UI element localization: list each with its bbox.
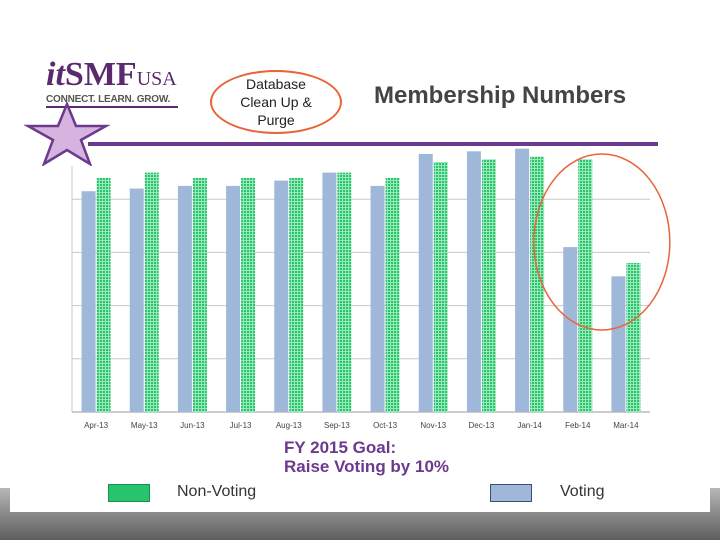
x-tick-label: Aug-13 xyxy=(276,421,302,430)
bar-voting xyxy=(226,185,241,412)
x-tick-label: Dec-13 xyxy=(469,421,495,430)
bar-non-voting xyxy=(192,177,207,412)
x-tick-label: Nov-13 xyxy=(420,421,446,430)
bar-voting xyxy=(370,185,385,412)
x-tick-label: Feb-14 xyxy=(565,421,591,430)
bar-non-voting xyxy=(433,161,448,412)
bar-non-voting xyxy=(144,172,159,412)
star-icon xyxy=(24,102,110,166)
title-underline xyxy=(88,142,658,146)
bar-voting xyxy=(322,172,337,412)
bar-non-voting xyxy=(241,177,256,412)
bar-voting xyxy=(466,151,481,412)
bar-non-voting xyxy=(530,156,545,412)
x-tick-label: Jan-14 xyxy=(517,421,542,430)
x-tick-label: Sep-13 xyxy=(324,421,350,430)
x-tick-label: May-13 xyxy=(131,421,158,430)
logo-brand-usa: USA xyxy=(136,68,177,90)
bar-non-voting xyxy=(626,263,641,412)
logo-brand: itSMFUSA xyxy=(46,58,177,92)
bar-non-voting xyxy=(337,172,352,412)
database-cleanup-callout: Database Clean Up & Purge xyxy=(210,70,342,134)
legend-label-voting: Voting xyxy=(560,483,605,500)
logo-underline xyxy=(46,106,178,108)
callout-text: Database Clean Up & Purge xyxy=(240,76,312,128)
bar-non-voting xyxy=(96,177,111,412)
logo-brand-smf: SMF xyxy=(64,56,137,93)
bar-voting xyxy=(418,153,433,413)
x-tick-label: Jun-13 xyxy=(180,421,205,430)
legend-swatch-non-voting xyxy=(108,484,150,502)
goal-line-1: FY 2015 Goal: xyxy=(284,438,397,457)
itsmf-logo: itSMFUSA CONNECT. LEARN. GROW. xyxy=(46,58,196,108)
bar-voting xyxy=(129,188,144,412)
highlight-ellipse xyxy=(533,153,671,331)
x-tick-label: Jul-13 xyxy=(230,421,252,430)
logo-tagline: CONNECT. LEARN. GROW. xyxy=(46,94,171,105)
bar-voting xyxy=(81,191,96,412)
bar-voting xyxy=(274,180,289,412)
x-tick-label: Oct-13 xyxy=(373,421,398,430)
x-tick-label: Mar-14 xyxy=(613,421,639,430)
bar-voting xyxy=(611,276,626,412)
bar-non-voting xyxy=(481,159,496,412)
legend-swatch-voting xyxy=(490,484,532,502)
bar-voting xyxy=(563,247,578,412)
logo-brand-it: it xyxy=(46,56,65,93)
x-tick-label: Apr-13 xyxy=(84,421,109,430)
legend-label-non-voting: Non-Voting xyxy=(177,483,257,500)
bar-non-voting xyxy=(385,177,400,412)
fy-goal: FY 2015 Goal: Raise Voting by 10% xyxy=(284,438,449,476)
goal-line-2: Raise Voting by 10% xyxy=(284,457,450,476)
bar-non-voting xyxy=(289,177,304,412)
bar-voting xyxy=(515,148,530,412)
slide-title: Membership Numbers xyxy=(374,82,627,109)
bar-voting xyxy=(177,185,192,412)
bar-non-voting xyxy=(578,159,593,412)
